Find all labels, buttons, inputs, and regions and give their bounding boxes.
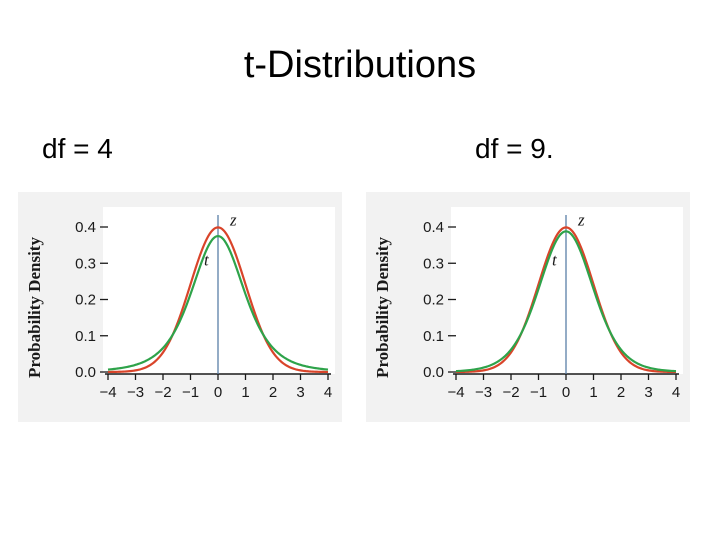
z-curve-label: z <box>577 210 585 229</box>
y-tick-label: 0.2 <box>75 292 96 309</box>
y-axis-label: Probability Density <box>25 237 44 378</box>
x-tick-label: −1 <box>530 384 547 401</box>
chart-svg-df4: Probability Density 0.0 0.1 0.2 0.3 0.4 −4 −3 −2… <box>18 192 342 422</box>
t-curve-label: t <box>204 250 210 269</box>
x-tick-label: 1 <box>241 384 249 401</box>
x-tick-label: −4 <box>99 384 116 401</box>
x-tick-label: −1 <box>182 384 199 401</box>
x-tick-label: −4 <box>447 384 464 401</box>
page-title: t-Distributions <box>243 44 477 86</box>
t-distribution-chart-df4: Probability Density 0.0 0.1 0.2 0.3 0.4 −4 −3 −2… <box>18 192 342 422</box>
df-label-right: df = 9. <box>475 133 554 164</box>
x-tick-label: −3 <box>475 384 492 401</box>
y-tick-label: 0.0 <box>423 364 444 381</box>
x-tick-label: 0 <box>214 384 222 401</box>
df-label-left: df = 4 <box>42 133 113 164</box>
y-tick-label: 0.3 <box>423 255 444 272</box>
x-tick-label: 4 <box>672 384 680 401</box>
x-tick-label: −3 <box>127 384 144 401</box>
x-tick-label: 4 <box>324 384 332 401</box>
plot-area <box>451 207 683 374</box>
z-curve-label: z <box>229 210 237 229</box>
x-tick-label: 3 <box>296 384 304 401</box>
t-curve-label: t <box>552 250 558 269</box>
x-tick-label: 3 <box>644 384 652 401</box>
x-tick-label: 1 <box>589 384 597 401</box>
y-tick-label: 0.0 <box>75 364 96 381</box>
t-distribution-chart-df9: Probability Density 0.0 0.1 0.2 0.3 0.4 −4 −3 −2… <box>366 192 690 422</box>
x-tick-label: 2 <box>269 384 277 401</box>
y-tick-label: 0.3 <box>75 255 96 272</box>
x-tick-label: −2 <box>154 384 171 401</box>
y-tick-label: 0.1 <box>423 328 444 345</box>
z-curve <box>455 226 677 374</box>
y-axis-label: Probability Density <box>373 237 392 378</box>
y-tick-label: 0.4 <box>75 219 96 236</box>
x-tick-label: 2 <box>617 384 625 401</box>
y-tick-label: 0.4 <box>423 219 444 236</box>
plot-area <box>103 207 335 374</box>
y-tick-label: 0.1 <box>75 328 96 345</box>
y-tick-label: 0.2 <box>423 292 444 309</box>
t-curve <box>455 230 677 373</box>
z-curve <box>107 226 329 374</box>
chart-svg-df9: Probability Density 0.0 0.1 0.2 0.3 0.4 −4 −3 −2… <box>366 192 690 422</box>
x-tick-label: −2 <box>502 384 519 401</box>
t-curve <box>107 234 329 371</box>
x-tick-label: 0 <box>562 384 570 401</box>
